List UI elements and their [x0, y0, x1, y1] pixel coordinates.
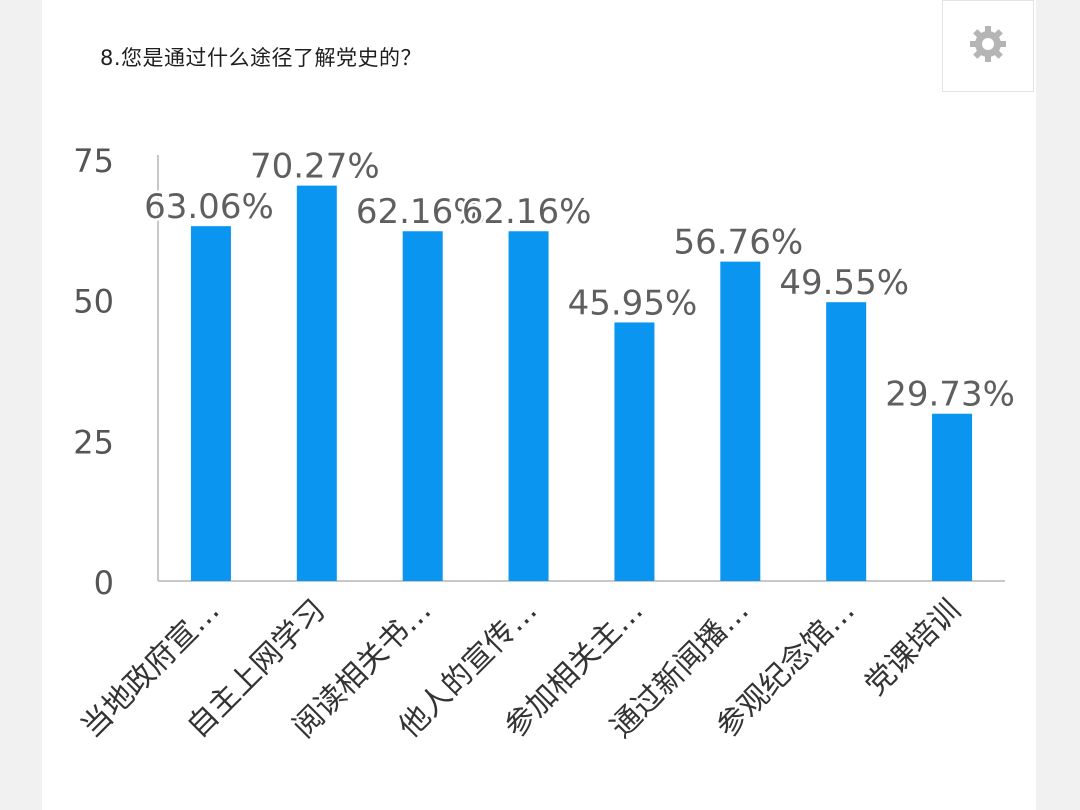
data-label: 49.55% [779, 263, 909, 303]
bar [402, 231, 443, 581]
y-tick-label: 0 [94, 564, 114, 602]
y-tick-label: 50 [73, 283, 114, 321]
bar [190, 226, 231, 581]
bar [826, 302, 867, 581]
bar [296, 185, 337, 581]
x-tick-label: 党课培训 [858, 593, 968, 703]
data-label: 62.16% [462, 192, 592, 232]
data-label: 62.16% [356, 192, 486, 232]
data-label: 45.95% [568, 283, 698, 323]
data-label: 63.06% [144, 187, 274, 227]
bar [508, 231, 549, 581]
y-tick-label: 75 [73, 142, 114, 180]
bar [720, 261, 761, 581]
data-label: 70.27% [250, 147, 380, 187]
gear-icon [966, 22, 1010, 70]
bar [932, 413, 973, 581]
settings-button[interactable] [942, 0, 1034, 92]
data-label: 56.76% [673, 223, 803, 263]
y-tick-label: 25 [73, 423, 114, 461]
question-title: 8.您是通过什么途径了解党史的？ [100, 46, 423, 70]
data-label: 29.73% [885, 375, 1015, 415]
bar [614, 322, 655, 581]
